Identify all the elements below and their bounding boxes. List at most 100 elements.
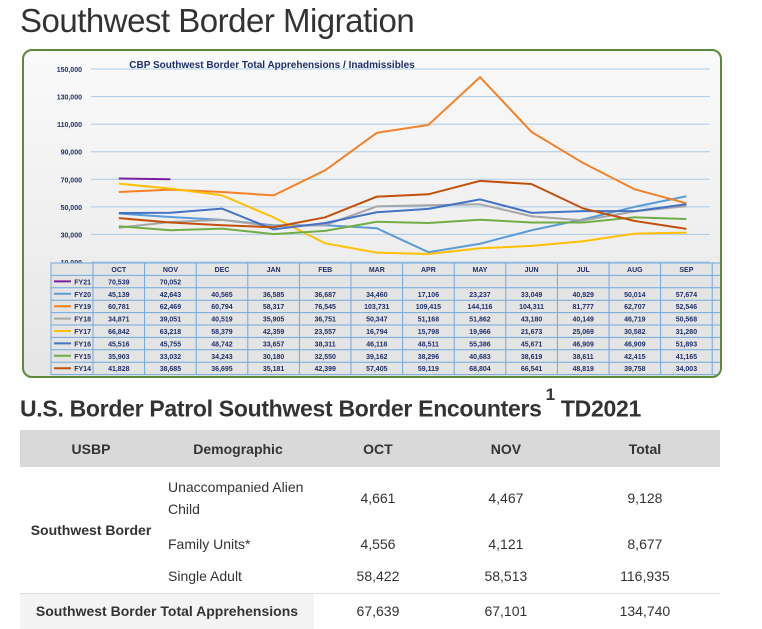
- y-tick-label: 110,000: [57, 122, 82, 129]
- x-category-label: DEC: [215, 267, 230, 274]
- data-label: 51,862: [469, 317, 491, 324]
- data-label: 45,755: [160, 341, 182, 348]
- data-label: 52,546: [676, 304, 698, 311]
- nov-cell: 4,121: [488, 536, 524, 552]
- data-label: 103,731: [364, 304, 389, 311]
- series-line-fy17: [118, 182, 687, 256]
- table-row: Single Adult 58,422 58,513 116,935: [20, 559, 720, 593]
- data-label: 36,687: [314, 292, 336, 299]
- nov-cell: 58,513: [484, 567, 528, 584]
- col-header-oct: OCT: [314, 430, 442, 467]
- series-line-fy15: [118, 216, 687, 236]
- col-header-nov: NOV: [441, 430, 570, 467]
- footnote-marker: 1: [545, 385, 555, 404]
- data-label: 70,052: [160, 279, 182, 286]
- series-line-fy19: [118, 75, 687, 205]
- data-label: 41,828: [108, 366, 130, 373]
- x-category-label: MAR: [369, 267, 385, 274]
- data-label: 46,118: [366, 341, 387, 348]
- data-label: 42,359: [263, 329, 285, 336]
- data-label: 40,149: [572, 317, 594, 324]
- nov-cell: 4,467: [488, 490, 524, 506]
- x-category-label: MAY: [473, 267, 488, 274]
- data-label: 33,657: [263, 341, 285, 348]
- data-label: 38,311: [315, 341, 336, 348]
- data-label: 38,685: [160, 366, 182, 373]
- data-label: 70,539: [108, 279, 130, 286]
- data-label: 66,842: [108, 329, 130, 336]
- demographic-cell: Single Adult: [168, 567, 242, 584]
- x-category-label: FEB: [318, 267, 332, 274]
- oct-cell: 4,661: [360, 490, 396, 506]
- chart-svg: 150,000 130,000 110,000 90,000 70,000 50,000 3…: [50, 60, 720, 376]
- col-header-demographic: Demographic: [162, 430, 314, 467]
- total-cell: 9,128: [627, 490, 663, 506]
- col-header-usbp: USBP: [20, 430, 162, 467]
- data-label: 58,317: [263, 304, 285, 311]
- data-label: 36,695: [211, 366, 233, 373]
- data-label: 46,909: [624, 341, 646, 348]
- x-category-label: JUL: [577, 267, 591, 274]
- data-label: 34,003: [676, 366, 698, 373]
- table-row: Family Units* 4,556 4,121 8,677: [20, 529, 720, 559]
- data-label: 48,819: [572, 366, 594, 373]
- x-category-label: OCT: [111, 267, 127, 274]
- data-label: 62,707: [624, 304, 646, 311]
- data-label: 34,460: [366, 292, 388, 299]
- x-category-label: APR: [421, 267, 436, 274]
- data-label: 76,545: [314, 304, 336, 311]
- data-label: 42,415: [624, 354, 646, 361]
- series-line-fy14: [118, 179, 687, 230]
- data-label: 45,516: [108, 341, 130, 348]
- data-label: 104,311: [519, 304, 544, 311]
- data-label: 42,399: [314, 366, 336, 373]
- data-label: 15,798: [418, 329, 440, 336]
- x-category-label: JUN: [525, 267, 539, 274]
- data-label: 23,557: [314, 329, 336, 336]
- x-category-label: NOV: [163, 267, 179, 274]
- data-label: 32,550: [314, 354, 336, 361]
- x-category-label: JAN: [267, 267, 281, 274]
- y-tick-label: 30,000: [61, 232, 83, 239]
- data-label: 39,051: [160, 317, 182, 324]
- y-tick-label: 130,000: [57, 95, 82, 102]
- data-label: 57,674: [676, 292, 698, 299]
- demographic-cell: Unaccompanied Alien Child: [168, 479, 304, 517]
- data-label: 39,162: [366, 354, 388, 361]
- data-label: 39,758: [624, 366, 646, 373]
- data-label: 19,966: [469, 329, 491, 336]
- data-label: 51,168: [418, 317, 440, 324]
- data-label: 31,280: [676, 329, 698, 336]
- x-category-label: AUG: [627, 267, 643, 274]
- total-cell: 8,677: [627, 536, 663, 552]
- data-label: 48,511: [418, 341, 439, 348]
- data-label: 40,519: [211, 317, 233, 324]
- demographic-cell: Family Units*: [168, 536, 251, 552]
- total-row: Southwest Border Total Apprehensions 67,…: [20, 592, 720, 629]
- y-tick-label: 70,000: [61, 177, 83, 184]
- data-label: 58,379: [211, 329, 233, 336]
- encounters-title-text: U.S. Border Patrol Southwest Border Enco…: [20, 395, 542, 422]
- total-cell: 116,935: [620, 567, 670, 584]
- encounters-table: USBP Demographic OCT NOV Total Southwest…: [20, 430, 720, 629]
- data-label: 34,871: [108, 317, 130, 324]
- page-title: Southwest Border Migration: [20, 2, 415, 39]
- data-label: 36,751: [314, 317, 336, 324]
- data-label: 50,347: [366, 317, 388, 324]
- data-label: 38,296: [418, 354, 440, 361]
- encounters-title-suffix: TD2021: [560, 395, 641, 422]
- table-row: Southwest Border Unaccompanied Alien Chi…: [20, 467, 720, 538]
- data-label: 35,905: [263, 317, 285, 324]
- legend-label: FY17: [74, 329, 91, 336]
- legend-label: FY16: [74, 341, 91, 348]
- data-label: 55,386: [469, 341, 491, 348]
- legend-label: FY21: [74, 279, 91, 286]
- data-label: 25,069: [572, 329, 594, 336]
- data-label: 59,119: [418, 366, 439, 373]
- data-label: 46,909: [572, 341, 594, 348]
- data-label: 40,565: [211, 292, 233, 299]
- data-label: 42,643: [160, 292, 182, 299]
- data-label: 66,541: [521, 366, 543, 373]
- data-label: 109,415: [416, 304, 441, 311]
- data-label: 60,794: [211, 304, 233, 311]
